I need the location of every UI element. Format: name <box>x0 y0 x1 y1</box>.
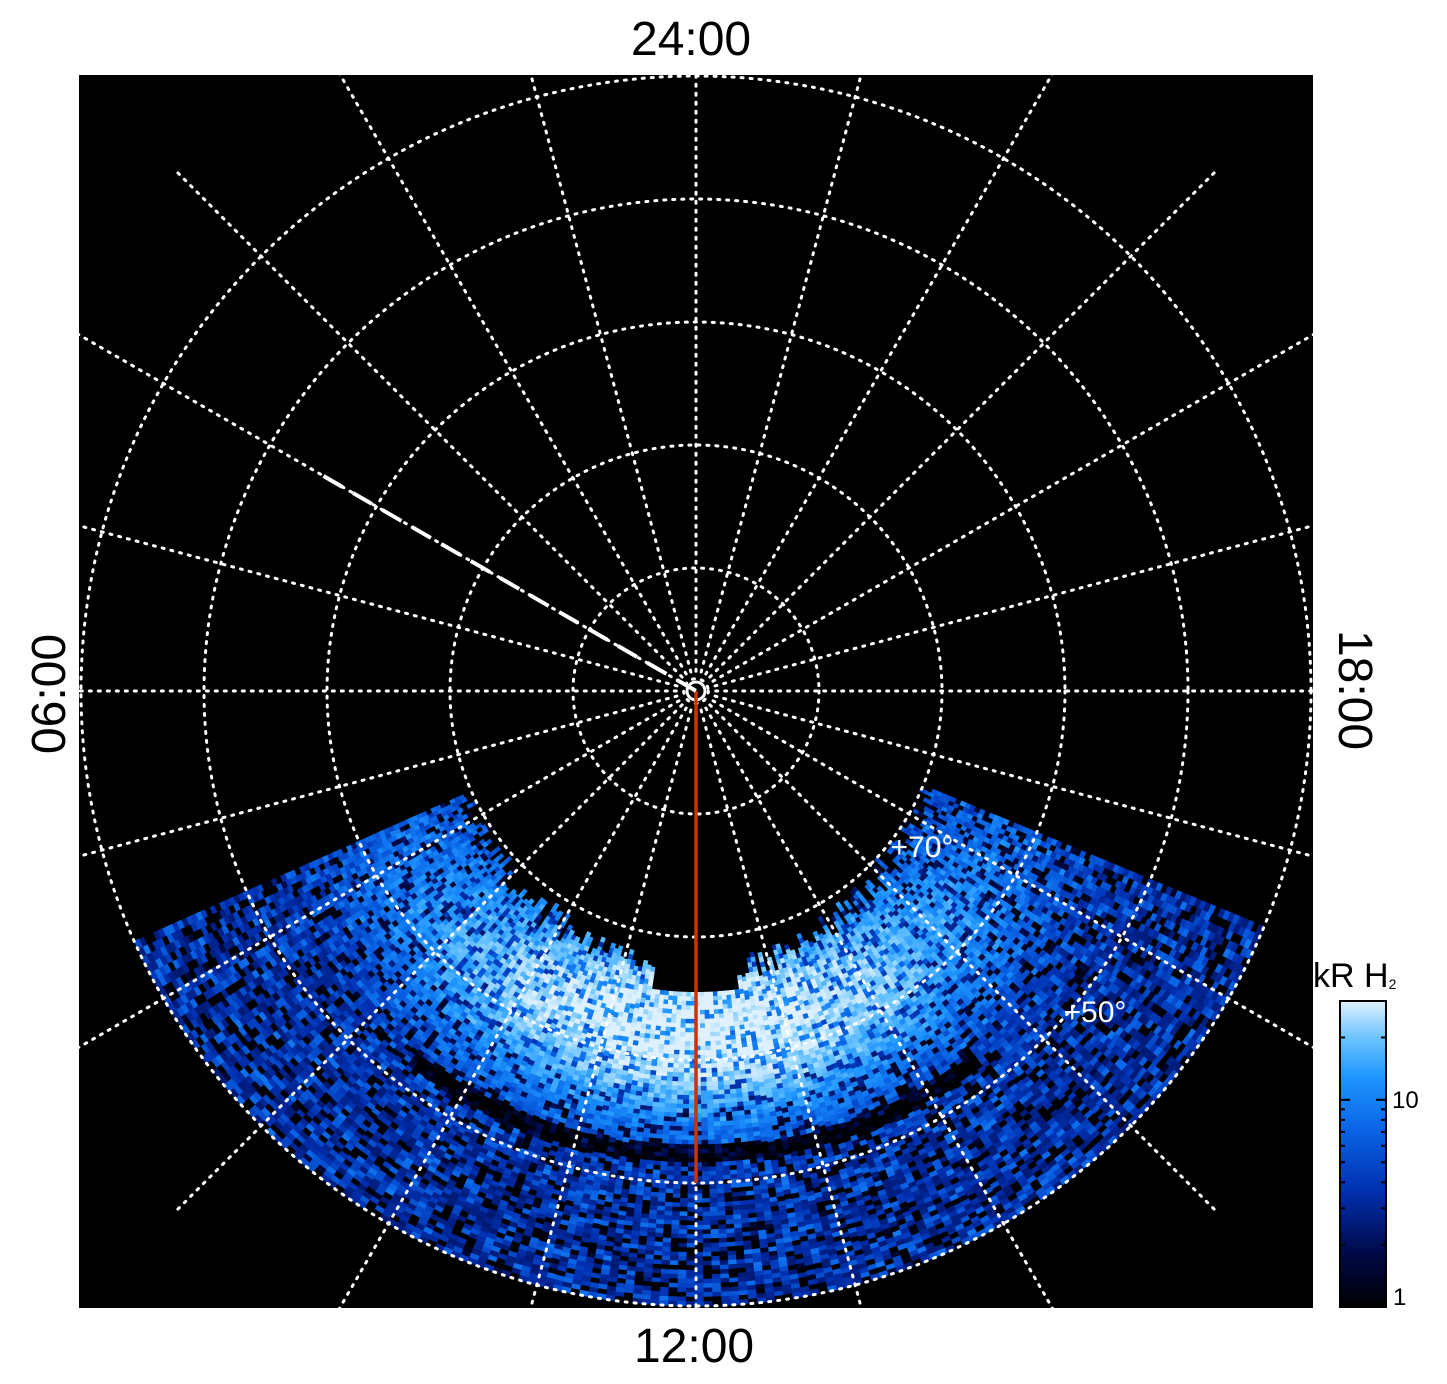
emission-cell <box>658 998 665 1005</box>
emission-cell <box>659 994 665 1001</box>
emission-cell <box>655 1021 663 1027</box>
emission-cell <box>649 971 655 978</box>
emission-cell <box>657 1007 664 1014</box>
emission-cell <box>654 1029 662 1036</box>
emission-cell <box>658 1003 664 1009</box>
emission-cell <box>656 1016 663 1023</box>
emission-cell <box>657 1012 663 1018</box>
emission-map <box>133 786 1265 1307</box>
emission-cell <box>653 1038 661 1045</box>
emission-cell <box>659 989 666 996</box>
